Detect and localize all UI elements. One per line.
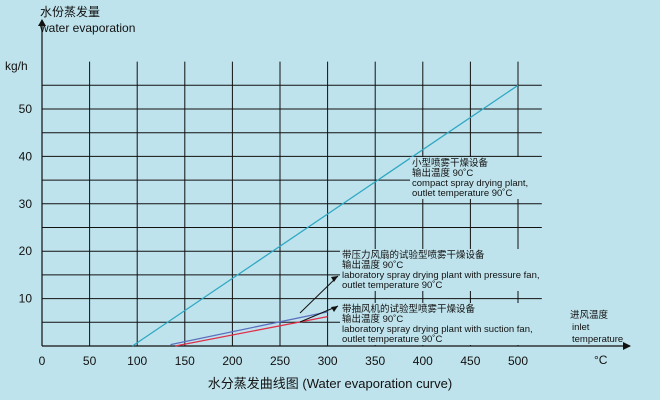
series-line xyxy=(132,84,519,347)
series-annotation-line: laboratory spray drying plant with press… xyxy=(342,270,540,281)
series-annotation-line: outlet temperature 90˚C xyxy=(412,188,512,199)
axes xyxy=(38,19,631,350)
x-axis-title-en-2: temperature xyxy=(572,334,623,345)
leader-arrowhead xyxy=(331,306,338,312)
x-tick-label: 100 xyxy=(127,354,147,368)
series-annotation-line: 输出温度 90˚C xyxy=(342,313,403,325)
y-axis-arrow xyxy=(38,19,46,26)
x-tick-label: 200 xyxy=(222,354,242,368)
series-annotation-line: compact spray drying plant, xyxy=(412,178,528,189)
series-annotation-line: 带抽风机的试验型喷雾干燥设备 xyxy=(342,303,476,315)
y-tick-label: 30 xyxy=(19,197,33,211)
y-axis-title-cn: 水份蒸发量 xyxy=(40,4,100,19)
y-axis-title-en: water evaporation xyxy=(39,21,135,35)
x-axis-title-cn: 进风温度 xyxy=(570,309,609,321)
x-tick-label: 500 xyxy=(508,354,528,368)
y-tick-label: 40 xyxy=(19,149,33,163)
series-line xyxy=(175,315,328,347)
annotation-background xyxy=(340,303,550,345)
x-tick-label: 350 xyxy=(365,354,385,368)
x-tick-label: 0 xyxy=(39,354,46,368)
chart-caption: 水分蒸发曲线图 (Water evaporation curve) xyxy=(208,376,452,391)
annotation-background xyxy=(410,157,620,199)
annotation-background xyxy=(340,249,550,291)
series-annotation-line: laboratory spray drying plant with sucti… xyxy=(342,324,533,335)
leader-line xyxy=(299,275,339,314)
x-tick-label: 400 xyxy=(413,354,433,368)
x-tick-label: 450 xyxy=(460,354,480,368)
x-tick-label: 150 xyxy=(175,354,195,368)
leader-line xyxy=(299,305,339,323)
series-annotation-line: 小型喷雾干燥设备 xyxy=(412,157,489,169)
tick-labels: 0 50 100 150 200 250 300 350 400 450 500 10 20 30 40 50 xyxy=(19,102,529,368)
y-tick-label: 20 xyxy=(19,244,33,258)
series-annotation-line: 输出温度 90˚C xyxy=(412,167,473,179)
x-tick-label: 250 xyxy=(270,354,290,368)
series-annotation-line: outlet temperature 90˚C xyxy=(342,334,442,345)
x-axis-arrow xyxy=(623,342,631,350)
x-tick-label: 50 xyxy=(83,354,97,368)
x-tick-label: 300 xyxy=(318,354,338,368)
y-axis-unit: kg/h xyxy=(5,59,28,73)
y-tick-label: 10 xyxy=(19,292,33,306)
series-annotation-line: 输出温度 90˚C xyxy=(342,259,403,271)
leader-arrowhead xyxy=(331,276,338,282)
x-axis-unit: °C xyxy=(594,353,608,367)
series-annotation-line: 带压力风扇的试验型喷雾干燥设备 xyxy=(342,249,485,261)
x-axis-title-en-1: inlet xyxy=(572,322,590,333)
series-annotation-line: outlet temperature 90˚C xyxy=(342,280,442,291)
y-tick-label: 50 xyxy=(19,102,33,116)
series-line xyxy=(170,311,328,346)
